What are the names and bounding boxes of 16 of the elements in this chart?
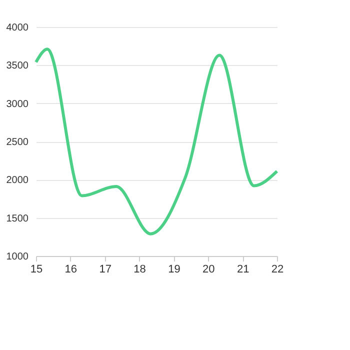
line-series <box>34 48 278 236</box>
y-tick-label: 3000 <box>6 98 29 110</box>
x-tick-label: 22 <box>271 264 284 276</box>
y-tick-label: 2500 <box>6 137 29 148</box>
x-tick-label: 17 <box>99 264 112 276</box>
x-tick-label: 16 <box>64 264 78 276</box>
x-tick-label: 21 <box>236 264 250 276</box>
y-tick-label: 4000 <box>6 22 29 34</box>
x-tick-label: 18 <box>134 264 146 276</box>
x-tick-label: 20 <box>202 264 215 276</box>
x-tick-label: 15 <box>30 264 43 276</box>
y-tick-label: 3500 <box>6 60 29 72</box>
x-tick-label: 19 <box>168 264 180 276</box>
y-tick-label: 1500 <box>6 213 29 224</box>
y-tick-label: 2000 <box>6 175 29 186</box>
y-tick-label: 1000 <box>6 252 29 262</box>
